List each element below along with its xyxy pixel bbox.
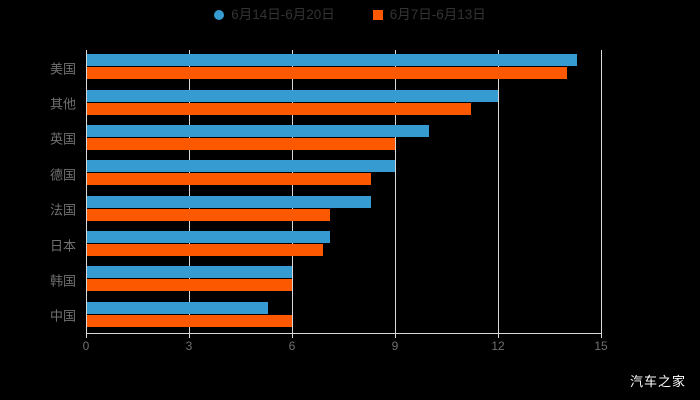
bar-日本-series-2[interactable]	[87, 244, 323, 257]
x-tick-mark-3	[189, 333, 190, 338]
legend-marker-blue-circle-icon	[214, 10, 225, 20]
watermark: 汽车之家	[629, 374, 686, 389]
x-tick-mark-12	[498, 333, 499, 338]
bar-法国-series-1[interactable]	[87, 195, 371, 208]
y-axis-label-7: 中国	[49, 308, 76, 324]
y-axis-label-5: 日本	[49, 238, 76, 254]
x-tick-mark-6	[292, 333, 293, 338]
y-axis-label-0: 美国	[49, 61, 76, 77]
bar-英国-series-1[interactable]	[87, 124, 430, 137]
x-tick-mark-15	[601, 333, 602, 338]
legend-label-series-1: 6月14日-6月20日	[231, 7, 335, 23]
bar-韩国-series-1[interactable]	[87, 266, 292, 279]
bar-韩国-series-2[interactable]	[87, 279, 292, 292]
bar-美国-series-2[interactable]	[87, 67, 567, 80]
gridline-12	[498, 50, 499, 333]
x-tick-label-0: 0	[82, 339, 90, 353]
legend-marker-orange-square-icon	[372, 10, 383, 20]
x-axis-line	[86, 333, 602, 334]
bar-中国-series-2[interactable]	[87, 314, 292, 327]
x-tick-mark-0	[86, 333, 87, 338]
legend-item-series-1[interactable]: 6月14日-6月20日	[214, 8, 335, 22]
legend-item-series-2[interactable]: 6月7日-6月13日	[372, 7, 486, 23]
bar-其他-series-1[interactable]	[87, 89, 498, 102]
legend-label-series-2: 6月7日-6月13日	[389, 7, 486, 23]
bar-日本-series-1[interactable]	[87, 231, 330, 244]
y-axis-label-1: 其他	[49, 96, 76, 112]
bar-美国-series-1[interactable]	[87, 54, 577, 67]
y-axis-label-6: 韩国	[49, 273, 76, 289]
y-axis-label-2: 英国	[49, 131, 76, 147]
gridline-9	[395, 50, 396, 333]
x-tick-mark-9	[395, 333, 396, 338]
bar-德国-series-1[interactable]	[87, 160, 395, 173]
gridline-15	[601, 50, 602, 333]
y-axis-label-3: 德国	[49, 167, 76, 183]
gridline-6	[292, 50, 293, 333]
x-tick-label-3: 3	[185, 339, 193, 353]
gridline-3	[189, 50, 190, 333]
bar-英国-series-2[interactable]	[87, 137, 395, 150]
x-tick-label-15: 15	[594, 339, 608, 353]
x-tick-label-9: 9	[391, 339, 399, 353]
x-tick-label-6: 6	[288, 339, 296, 353]
bar-其他-series-2[interactable]	[87, 102, 471, 115]
bar-德国-series-2[interactable]	[87, 173, 371, 186]
bar-法国-series-2[interactable]	[87, 208, 330, 221]
chart-legend: 6月14日-6月20日 6月7日-6月13日	[0, 4, 700, 26]
x-tick-label-12: 12	[491, 339, 505, 353]
bar-中国-series-1[interactable]	[87, 301, 268, 314]
y-axis-line	[86, 50, 87, 333]
y-axis-label-4: 法国	[49, 202, 76, 218]
